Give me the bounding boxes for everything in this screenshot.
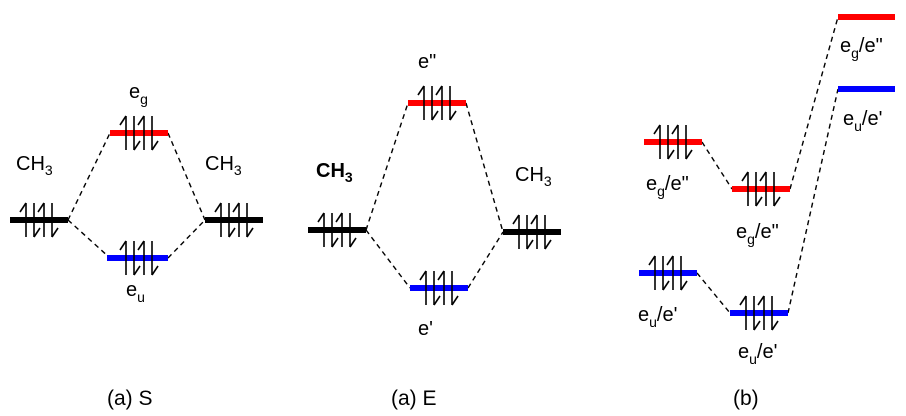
eu-label: eu [126, 279, 145, 305]
panel-e: CH3 CH3 e" e' (a) E [308, 51, 561, 410]
connector [365, 229, 411, 289]
eu-e-prime-label: eu/e' [843, 108, 882, 134]
caption-a-e: (a) E [391, 387, 437, 410]
ch3-label: CH3 [205, 153, 242, 178]
connector [701, 141, 733, 190]
ch3-label: CH3 [515, 164, 552, 189]
e-double-prime-label: e" [418, 51, 436, 73]
connector [365, 102, 409, 231]
eg-e-double-prime-label: eg/e" [736, 221, 779, 247]
connector [67, 132, 111, 221]
caption-a-s: (a) S [107, 387, 153, 410]
eu-e-prime-label: eu/e' [638, 304, 677, 330]
connector [67, 219, 111, 259]
connector [465, 102, 504, 233]
ch3-label: CH3 [16, 153, 53, 178]
e-prime-label: e' [418, 318, 433, 340]
connector [789, 16, 839, 190]
connector [696, 272, 731, 314]
connector [467, 231, 504, 289]
eg-e-double-prime-label: eg/e" [646, 173, 689, 199]
panel-b: eg/e" eg/e" eg/e" eu/e' eu/e' eu/e' (b) [638, 14, 895, 410]
eu-e-prime-label: eu/e' [738, 341, 777, 367]
connector [787, 88, 839, 314]
connector [167, 219, 206, 259]
panel-s: CH3 CH3 eg eu (a) S [10, 81, 263, 410]
eg-label: eg [129, 81, 148, 107]
ch3-label: CH3 [316, 160, 353, 185]
caption-b: (b) [733, 387, 759, 410]
connector [167, 132, 206, 221]
eg-e-double-prime-label: eg/e" [840, 35, 883, 61]
